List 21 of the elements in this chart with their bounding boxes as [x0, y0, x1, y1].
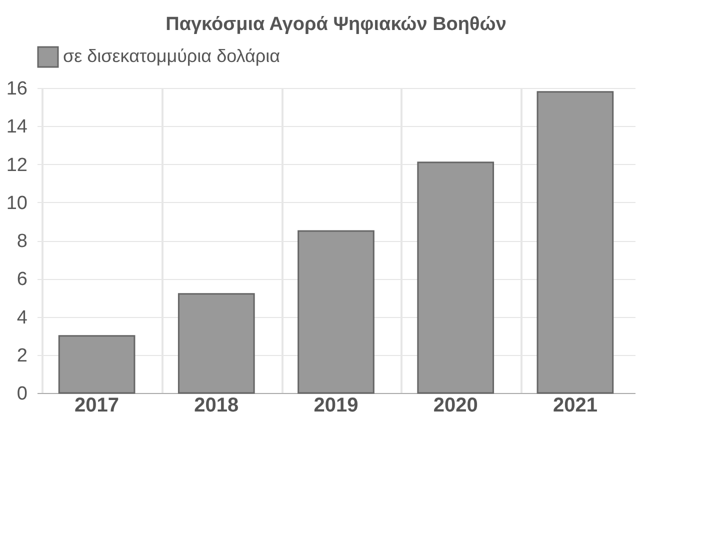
y-tick-label: 12 — [6, 154, 28, 176]
legend-label: σε δισεκατομμύρια δολάρια — [63, 46, 280, 66]
x-tick-label: 2019 — [314, 394, 358, 416]
y-tick-label: 16 — [6, 78, 28, 100]
y-tick-label: 10 — [6, 192, 28, 214]
x-tick-label: 2017 — [74, 394, 120, 416]
y-tick-label: 6 — [16, 269, 28, 290]
x-tick-label: 2020 — [433, 394, 478, 416]
y-tick-label: 14 — [6, 116, 28, 138]
bar — [417, 162, 494, 394]
y-tick-label: 4 — [16, 307, 28, 328]
y-tick-label: 8 — [16, 231, 28, 252]
y-tick-label: 0 — [16, 384, 28, 404]
bar — [178, 293, 255, 394]
bar — [298, 230, 374, 394]
chart-title: Παγκόσμια Αγορά Ψηφιακών Βοηθών — [166, 14, 506, 35]
x-tick-label: 2018 — [194, 394, 239, 416]
bar — [58, 335, 136, 394]
bar — [536, 91, 614, 394]
y-tick-label: 2 — [16, 345, 28, 366]
x-tick-label: 2021 — [552, 394, 598, 416]
